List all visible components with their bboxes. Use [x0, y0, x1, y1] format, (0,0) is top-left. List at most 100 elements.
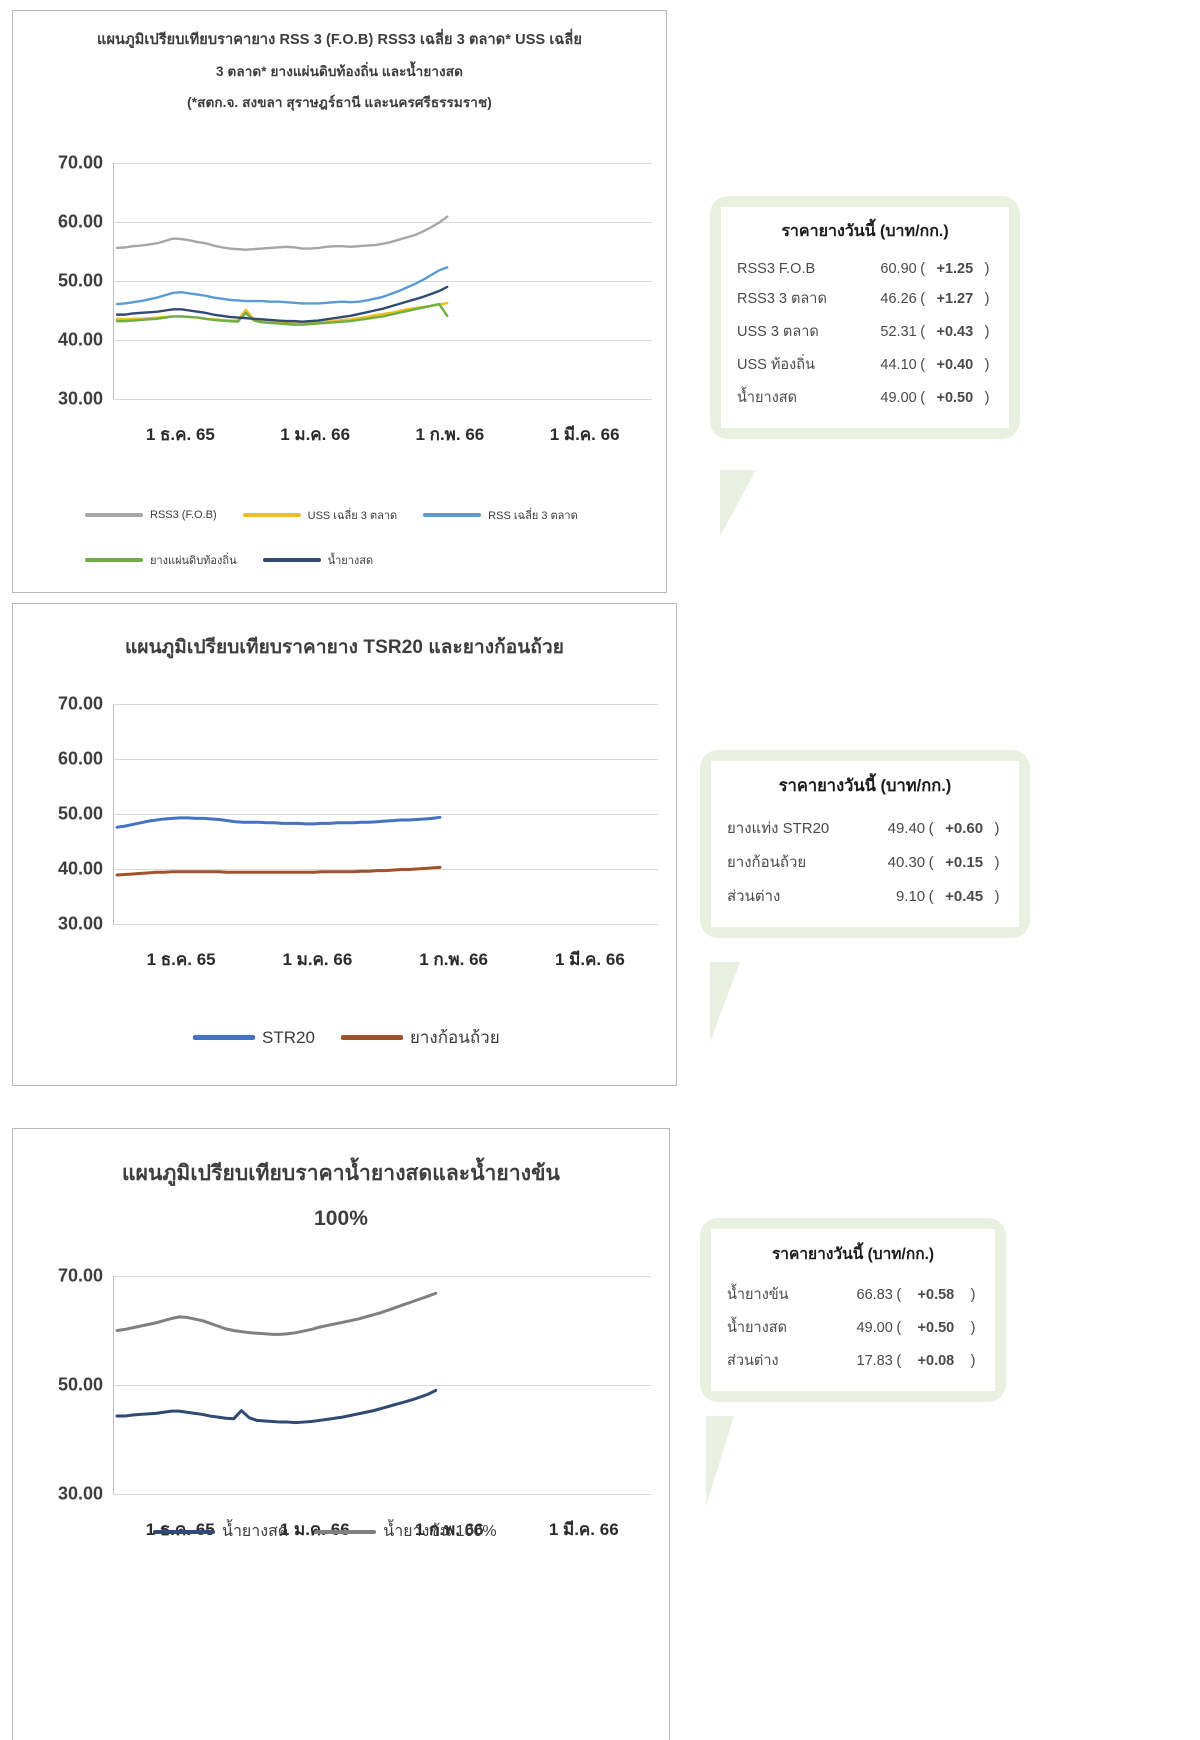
paren-open: ( — [920, 261, 926, 277]
price-row-value: 9.10 — [895, 887, 926, 905]
gridline — [113, 281, 652, 282]
price-row-label: น้ำยางสด — [727, 1320, 788, 1336]
price-row: น้ำยางสด 49.00(+0.50) — [737, 381, 993, 414]
x-axis-tick-label: 1 ม.ค. 66 — [282, 950, 353, 969]
price-row-change: +0.60 — [945, 819, 984, 837]
gridline — [113, 1385, 651, 1386]
legend-item[interactable]: ยางแผ่นดิบท้องถิ่น — [85, 551, 237, 569]
legend-item[interactable]: ยางก้อนถ้วย — [340, 1024, 500, 1051]
price-row: RSS3 3 ตลาด 46.26(+1.27) — [737, 282, 993, 315]
legend-item[interactable]: น้ำยางสด — [262, 551, 374, 569]
x-axis-tick-label: 1 มี.ค. 66 — [554, 950, 625, 969]
x-axis-tick-label: 1 ธ.ค. 65 — [146, 950, 216, 969]
y-axis-tick-label: 40.00 — [57, 858, 103, 879]
gridline — [113, 924, 658, 925]
series-line — [115, 285, 449, 323]
legend-color-swatch-icon — [340, 1035, 403, 1040]
y-axis-line — [113, 163, 114, 399]
price-row-value: 66.83 — [856, 1286, 893, 1303]
y-axis-line — [113, 1276, 114, 1494]
legend-color-swatch-icon — [242, 513, 301, 517]
price-row-change: +0.58 — [917, 1286, 955, 1303]
callout2-body: ราคายางวันนี้ (บาท/กก.) ยางแท่ง STR20 49.… — [700, 750, 1030, 938]
legend-item[interactable]: น้ำยางสด — [153, 1519, 288, 1544]
chart3-legend: น้ำยางสด น้ำยางข้น 100% — [153, 1519, 523, 1544]
y-axis-line — [113, 704, 114, 924]
legend-item[interactable]: STR20 — [193, 1028, 315, 1048]
callout3-body: ราคายางวันนี้ (บาท/กก.) น้ำยางข้น 66.83(+… — [700, 1218, 1006, 1402]
price-row-label: RSS3 F.O.B — [737, 261, 816, 277]
chart3-title: แผนภูมิเปรียบเทียบราคาน้ำยางสดและน้ำยางข… — [13, 1129, 669, 1241]
price-row-label: USS ท้องถิ่น — [737, 357, 815, 373]
price-row-change: +0.15 — [945, 853, 984, 871]
legend-item[interactable]: RSS เฉลี่ย 3 ตลาด — [423, 506, 578, 524]
price-row-change: +1.25 — [936, 261, 974, 277]
legend-label: ยางก้อนถ้วย — [409, 1028, 500, 1047]
price-row: RSS3 F.O.B 60.90(+1.25) — [737, 256, 993, 282]
price-row: น้ำยางสด 49.00(+0.50) — [727, 1311, 979, 1344]
price-row-value: 60.90 — [880, 261, 917, 277]
legend-label: น้ำยางสด — [222, 1523, 289, 1540]
chart1-legend-row2: ยางแผ่นดิบท้องถิ่น น้ำยางสด — [85, 551, 399, 569]
price-row-value: 44.10 — [880, 356, 917, 373]
x-axis-tick-label: 1 ธ.ค. 65 — [145, 425, 215, 444]
y-axis-tick-label: 50.00 — [57, 270, 103, 291]
price-row: ยางก้อนถ้วย 40.30(+0.15) — [727, 845, 1003, 879]
price-row-label: น้ำยางข้น — [727, 1287, 789, 1303]
chart1-title: แผนภูมิเปรียบเทียบราคายาง RSS 3 (F.O.B) … — [13, 11, 666, 118]
y-axis-tick-label: 30.00 — [57, 913, 103, 934]
y-axis-tick-label: 70.00 — [57, 152, 103, 173]
price-row-value: 52.31 — [880, 323, 917, 340]
paren-open: ( — [896, 1319, 902, 1336]
price-callout-rss3: ราคายางวันนี้ (บาท/กก.) RSS3 F.O.B 60.90(… — [710, 196, 1020, 536]
legend-color-swatch-icon — [423, 513, 482, 517]
legend-label: น้ำยางสด — [327, 555, 374, 567]
series-lines — [115, 815, 442, 877]
chart1-title-line2: 3 ตลาด* ยางแผ่นดิบท้องถิ่น และน้ำยางสด — [216, 64, 463, 79]
legend-item[interactable]: USS เฉลี่ย 3 ตลาด — [242, 506, 398, 524]
price-row-change: +0.45 — [945, 887, 984, 905]
legend-item[interactable]: RSS3 (F.O.B) — [85, 509, 217, 521]
series-line — [115, 1388, 438, 1425]
x-axis-tick-label: 1 มี.ค. 66 — [549, 425, 620, 444]
paren-close: ) — [984, 323, 990, 340]
gridline — [113, 1494, 651, 1495]
callout3-tail — [706, 1416, 782, 1506]
series-line — [115, 215, 449, 251]
chart2-title: แผนภูมิเปรียบเทียบราคายาง TSR20 และยางก้… — [125, 637, 564, 658]
gridline — [113, 340, 652, 341]
price-row-change: +0.43 — [936, 323, 974, 340]
legend-item[interactable]: น้ำยางข้น 100% — [314, 1519, 497, 1544]
callout2-price-table: ยางแท่ง STR20 49.40(+0.60) ยางก้อนถ้วย 40.3… — [727, 811, 1003, 913]
price-row-value: 49.00 — [880, 389, 917, 406]
paren-close: ) — [994, 853, 1000, 871]
series-line — [115, 815, 442, 829]
y-axis-tick-label: 70.00 — [57, 1265, 103, 1286]
y-axis-tick-label: 30.00 — [57, 388, 103, 409]
x-axis-tick-label: 1 ก.พ. 66 — [415, 425, 485, 444]
callout1-tail — [720, 470, 802, 536]
price-row-change: +0.08 — [917, 1352, 955, 1369]
chart1-legend-row1: RSS3 (F.O.B) USS เฉลี่ย 3 ตลาด RSS เฉลี่ย … — [85, 506, 604, 524]
x-axis-tick-label: 1 ก.พ. 66 — [419, 950, 489, 969]
price-row-label: ส่วนต่าง — [727, 1353, 779, 1369]
price-row: ส่วนต่าง 17.83(+0.08) — [727, 1344, 979, 1377]
paren-open: ( — [920, 389, 926, 406]
callout2-inner: ราคายางวันนี้ (บาท/กก.) ยางแท่ง STR20 49.… — [711, 761, 1019, 927]
chart1-title-line3: (*สตก.จ. สงขลา สุราษฎร์ธานี และนครศรีธรร… — [187, 95, 492, 110]
chart1-title-line1: แผนภูมิเปรียบเทียบราคายาง RSS 3 (F.O.B) … — [97, 32, 582, 48]
gridline — [113, 163, 652, 164]
price-row-change: +0.50 — [936, 389, 974, 406]
paren-close: ) — [970, 1286, 976, 1303]
chart1-plot: 30.00 40.00 50.00 60.00 70.00 1 ธ.ค. 65 1 ม.ค.… — [13, 141, 668, 471]
series-lines — [115, 1291, 438, 1425]
paren-close: ) — [970, 1319, 976, 1336]
price-row: USS ท้องถิ่น 44.10(+0.40) — [737, 348, 993, 381]
callout3-inner: ราคายางวันนี้ (บาท/กก.) น้ำยางข้น 66.83(+… — [711, 1229, 995, 1391]
paren-open: ( — [896, 1286, 902, 1303]
series-line — [115, 302, 449, 326]
y-axis-tick-label: 70.00 — [57, 693, 103, 714]
paren-open: ( — [920, 356, 926, 373]
legend-label: USS เฉลี่ย 3 ตลาด — [307, 510, 398, 522]
